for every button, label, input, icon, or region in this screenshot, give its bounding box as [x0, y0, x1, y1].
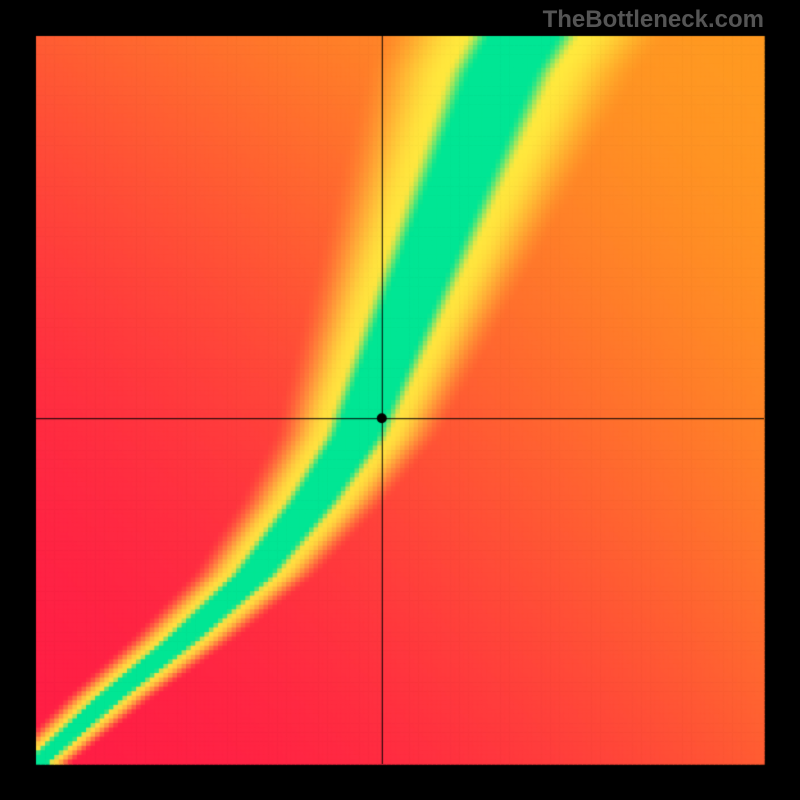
watermark-text: TheBottleneck.com: [543, 6, 764, 34]
bottleneck-heatmap: [0, 0, 800, 800]
chart-container: TheBottleneck.com: [0, 0, 800, 800]
